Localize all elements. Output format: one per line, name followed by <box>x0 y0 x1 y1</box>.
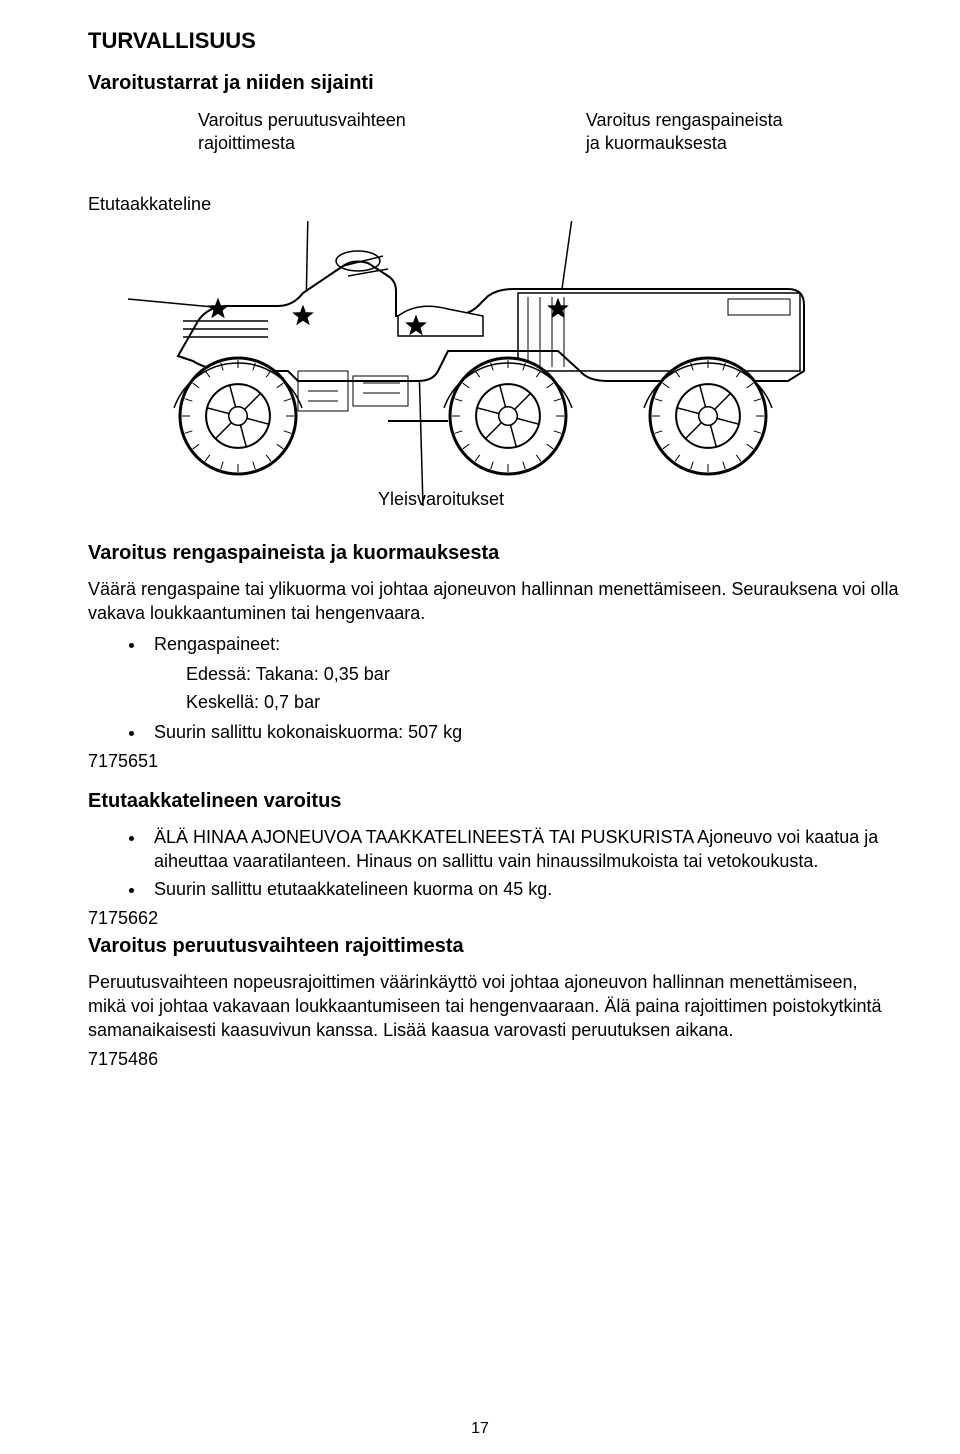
atv-diagram <box>88 221 888 481</box>
section2-bullet-2: Suurin sallittu etutaakkatelineen kuorma… <box>146 877 900 901</box>
callout-left: Varoitus peruutusvaihteen rajoittimesta <box>198 109 406 154</box>
page-title: TURVALLISUUS <box>88 28 900 54</box>
callout-row: Varoitus peruutusvaihteen rajoittimesta … <box>198 109 900 154</box>
callout-right: Varoitus rengaspaineista ja kuormauksest… <box>586 109 783 154</box>
pressure-line-1: Edessä: Takana: 0,35 bar <box>186 662 900 686</box>
section2-code: 7175662 <box>88 908 900 929</box>
page-subtitle: Varoitustarrat ja niiden sijainti <box>88 72 900 95</box>
section3-code: 7175486 <box>88 1049 900 1070</box>
page-number: 17 <box>0 1420 960 1438</box>
section3-title: Varoitus peruutusvaihteen rajoittimesta <box>88 935 900 958</box>
section1-code: 7175651 <box>88 751 900 772</box>
pressure-line-2: Keskellä: 0,7 bar <box>186 690 900 714</box>
page: TURVALLISUUS Varoitustarrat ja niiden si… <box>0 0 960 1454</box>
section2-list: ÄLÄ HINAA AJONEUVOA TAAKKATELINEESTÄ TAI… <box>88 825 900 902</box>
section2-bullet-1: ÄLÄ HINAA AJONEUVOA TAAKKATELINEESTÄ TAI… <box>146 825 900 874</box>
section1-title: Varoitus rengaspaineista ja kuormauksest… <box>88 542 900 565</box>
section1-list: Rengaspaineet: <box>88 632 900 656</box>
section2-title: Etutaakkatelineen varoitus <box>88 790 900 813</box>
section3-body: Peruutusvaihteen nopeusrajoittimen vääri… <box>88 970 900 1043</box>
front-rack-label: Etutaakkateline <box>88 194 900 215</box>
section1-intro: Väärä rengaspaine tai ylikuorma voi joht… <box>88 577 900 626</box>
bullet-pressures: Rengaspaineet: <box>146 632 900 656</box>
section1-list-2: Suurin sallittu kokonaiskuorma: 507 kg <box>88 720 900 744</box>
bullet-maxload: Suurin sallittu kokonaiskuorma: 507 kg <box>146 720 900 744</box>
